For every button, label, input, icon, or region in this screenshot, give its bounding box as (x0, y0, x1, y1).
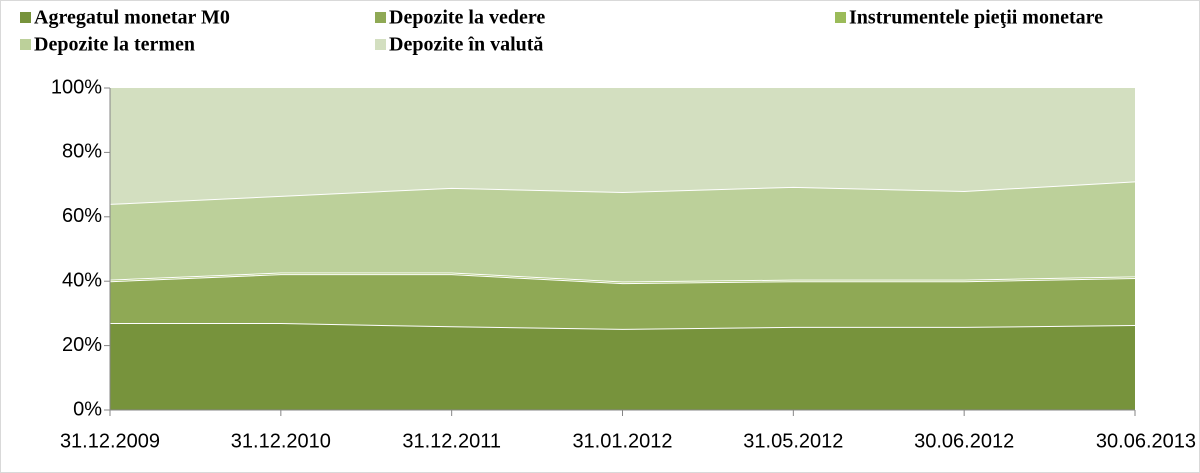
x-tick-label: 30.06.2013 (1096, 430, 1196, 452)
legend-label: Instrumentele pieţii monetare (849, 7, 1103, 29)
y-tick-label: 100% (51, 76, 102, 98)
x-tick-label: 31.12.2009 (60, 430, 160, 452)
area (110, 274, 1135, 329)
legend-swatch (375, 12, 386, 23)
legend-swatch (20, 39, 31, 50)
area (110, 181, 1135, 282)
legend-label: Agregatul monetar M0 (34, 7, 230, 29)
x-tick-label: 31.05.2012 (743, 430, 843, 452)
y-tick-label: 40% (62, 269, 102, 291)
legend-label: Depozite în valută (389, 34, 543, 56)
legend-swatch (20, 12, 31, 23)
legend-label: Depozite la vedere (389, 7, 545, 29)
area (110, 88, 1135, 204)
legend-label: Depozite la termen (34, 34, 195, 56)
y-tick-label: 20% (62, 334, 102, 356)
x-tick-label: 31.01.2012 (572, 430, 672, 452)
y-tick-label: 60% (62, 205, 102, 227)
y-tick-label: 0% (73, 398, 102, 420)
y-tick-label: 80% (62, 141, 102, 163)
x-tick-label: 31.12.2010 (231, 430, 331, 452)
x-tick-label: 31.12.2011 (402, 430, 501, 452)
legend-swatch (835, 12, 846, 23)
x-tick-label: 30.06.2012 (914, 430, 1014, 452)
area (110, 323, 1135, 410)
legend-swatch (375, 39, 386, 50)
